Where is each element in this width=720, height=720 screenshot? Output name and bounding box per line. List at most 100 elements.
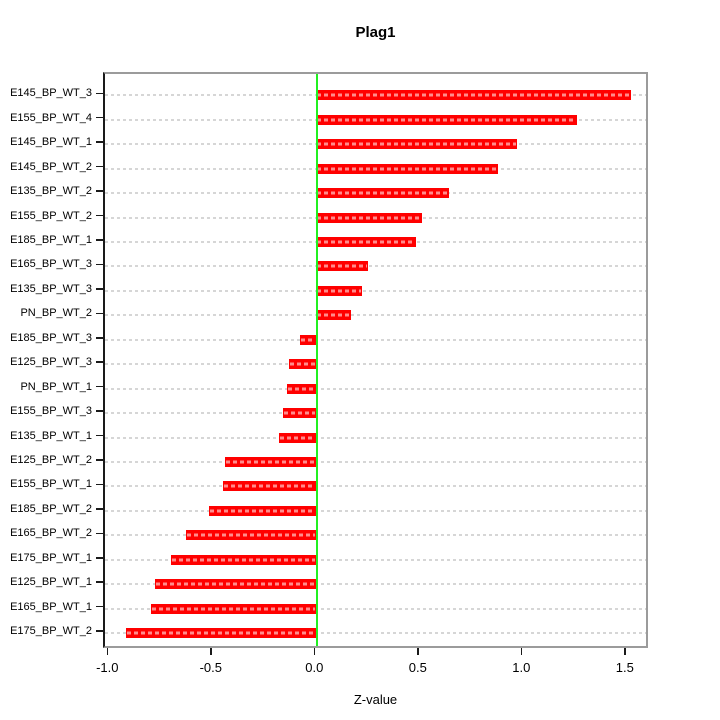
y-axis-label: E165_BP_WT_1 <box>10 600 92 613</box>
bar-E185_BP_WT_2 <box>208 505 317 516</box>
bar-inner-dashes <box>317 93 630 97</box>
y-axis-tick <box>96 239 103 241</box>
zero-reference-line <box>315 74 318 646</box>
y-axis-label: E125_BP_WT_1 <box>10 576 92 589</box>
y-axis-tick <box>96 361 103 363</box>
chart-title: Plag1 <box>355 24 396 41</box>
y-axis-label: E185_BP_WT_2 <box>10 502 92 515</box>
y-axis-tick <box>96 141 103 143</box>
bar-inner-dashes <box>317 167 498 171</box>
bar-inner-dashes <box>317 313 351 317</box>
grid-line <box>105 607 646 610</box>
bar-inner-dashes <box>209 509 316 513</box>
grid-line <box>105 509 646 512</box>
y-axis-label: E185_BP_WT_1 <box>10 233 92 246</box>
x-axis-tick-label: 0.5 <box>408 660 427 675</box>
grid-line <box>105 363 646 366</box>
bar-E135_BP_WT_2 <box>316 188 449 199</box>
bar-PN_BP_WT_1 <box>287 383 317 394</box>
grid-line <box>105 461 646 463</box>
bar-E175_BP_WT_1 <box>171 554 317 565</box>
x-axis-tick <box>624 648 626 655</box>
y-axis-tick <box>96 605 103 608</box>
y-axis-tick <box>96 288 103 290</box>
bar-E125_BP_WT_3 <box>289 359 317 370</box>
bar-E155_BP_WT_4 <box>316 114 578 125</box>
bar-inner-dashes <box>280 436 316 440</box>
bar-inner-dashes <box>224 484 316 488</box>
bar-E185_BP_WT_3 <box>299 334 317 345</box>
y-axis-label: E145_BP_WT_3 <box>10 87 92 100</box>
grid-line <box>105 485 646 488</box>
bar-inner-dashes <box>317 118 577 122</box>
bar-PN_BP_WT_2 <box>316 310 352 321</box>
y-axis-label: E135_BP_WT_3 <box>10 282 92 295</box>
grid-line <box>105 289 646 292</box>
x-axis-tick <box>313 648 316 655</box>
bar-inner-dashes <box>290 362 316 366</box>
bar-E155_BP_WT_3 <box>283 408 317 419</box>
y-axis-label: PN_BP_WT_1 <box>20 380 92 393</box>
bar-E145_BP_WT_2 <box>316 163 499 174</box>
y-axis-label: E125_BP_WT_3 <box>10 356 92 369</box>
grid-line <box>105 632 646 635</box>
grid-line <box>105 314 646 317</box>
bar-E155_BP_WT_1 <box>223 481 317 492</box>
y-axis-label: E135_BP_WT_2 <box>10 185 92 198</box>
bar-E165_BP_WT_3 <box>316 261 369 272</box>
y-axis-label: E155_BP_WT_3 <box>10 405 92 418</box>
x-axis-tick-label: -1.0 <box>96 660 119 675</box>
y-axis-tick <box>96 459 103 461</box>
y-axis-tick <box>96 483 103 486</box>
bar-E145_BP_WT_3 <box>316 90 631 101</box>
x-axis-tick <box>417 648 419 655</box>
bar-E135_BP_WT_1 <box>279 432 317 443</box>
bar-inner-dashes <box>155 582 316 586</box>
y-axis-tick <box>96 410 103 412</box>
bar-E165_BP_WT_1 <box>150 603 317 614</box>
x-axis-tick <box>520 648 523 655</box>
y-axis-tick <box>96 116 103 119</box>
bar-E125_BP_WT_1 <box>154 579 317 590</box>
bar-E135_BP_WT_3 <box>316 285 362 296</box>
bar-inner-dashes <box>300 338 316 342</box>
x-axis-tick <box>106 648 109 655</box>
grid-line <box>105 412 646 415</box>
y-axis-tick <box>96 263 103 266</box>
y-axis-label: E135_BP_WT_1 <box>10 429 92 442</box>
bar-E165_BP_WT_2 <box>185 530 317 541</box>
grid-line <box>105 265 646 268</box>
y-axis-tick <box>96 165 103 168</box>
bar-inner-dashes <box>317 142 517 146</box>
bar-inner-dashes <box>317 191 448 195</box>
grid-line <box>105 583 646 586</box>
y-axis-tick <box>96 214 103 217</box>
bar-inner-dashes <box>317 289 361 293</box>
y-axis-label: E155_BP_WT_2 <box>10 209 92 222</box>
bar-E185_BP_WT_1 <box>316 236 416 247</box>
y-axis-tick <box>96 557 103 559</box>
x-axis-tick-label: 0.0 <box>305 660 324 675</box>
x-axis-tick-label: 1.5 <box>615 660 634 675</box>
x-axis-title: Z-value <box>353 692 398 707</box>
x-axis-tick-label: 1.0 <box>512 660 531 675</box>
y-axis-tick <box>96 508 103 510</box>
y-axis-tick <box>96 434 103 437</box>
bar-inner-dashes <box>317 240 415 244</box>
x-axis-tick-label: -0.5 <box>199 660 222 675</box>
bar-E175_BP_WT_2 <box>125 628 317 639</box>
bar-inner-dashes <box>284 411 316 415</box>
grid-line <box>105 558 646 561</box>
y-axis-label: E155_BP_WT_1 <box>10 478 92 491</box>
y-axis-label: E145_BP_WT_1 <box>10 136 92 149</box>
bar-E125_BP_WT_2 <box>225 457 317 467</box>
y-axis-label: PN_BP_WT_2 <box>20 307 92 320</box>
plot-area <box>103 72 648 648</box>
y-axis-tick <box>96 630 103 632</box>
grid-line <box>105 436 646 439</box>
y-axis-label: E175_BP_WT_2 <box>10 625 92 638</box>
y-axis-tick <box>96 385 103 388</box>
y-axis-label: E185_BP_WT_3 <box>10 331 92 344</box>
bar-inner-dashes <box>186 533 316 537</box>
bar-inner-dashes <box>317 264 368 268</box>
